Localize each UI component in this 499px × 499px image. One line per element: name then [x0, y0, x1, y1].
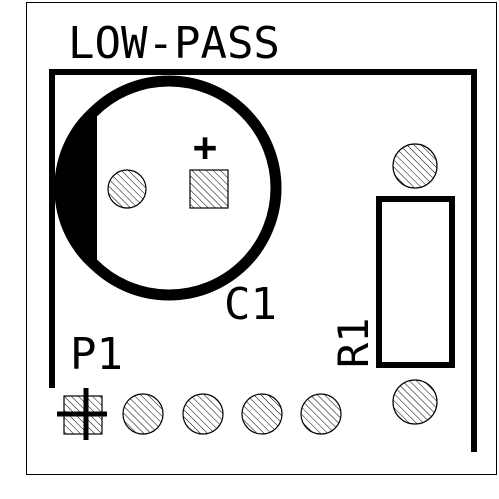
- header-pin-4[interactable]: [241, 393, 283, 435]
- capacitor-negative-pad[interactable]: [107, 169, 147, 209]
- header-pin-2[interactable]: [122, 393, 164, 435]
- resistor-body: [376, 196, 455, 368]
- capacitor-designator: C1: [224, 279, 277, 330]
- resistor-designator: R1: [329, 317, 378, 368]
- header-p1[interactable]: P1: [57, 329, 342, 440]
- header-pin-3[interactable]: [182, 393, 224, 435]
- board-outline: [26, 2, 497, 475]
- resistor-pad-top[interactable]: [392, 143, 438, 189]
- capacitor-polarity-band: [54, 102, 97, 274]
- resistor-pad-bottom[interactable]: [392, 379, 438, 425]
- capacitor-positive-pad[interactable]: [189, 169, 229, 209]
- header-pin-5[interactable]: [300, 393, 342, 435]
- capacitor-polarity-mark: +: [193, 125, 217, 171]
- silkscreen-frame: [49, 69, 477, 452]
- capacitor-c1[interactable]: + C1: [54, 75, 282, 330]
- capacitor-body: [56, 75, 282, 301]
- resistor-r1[interactable]: R1: [329, 143, 455, 425]
- header-designator: P1: [70, 329, 123, 380]
- board-title: LOW-PASS: [68, 18, 280, 69]
